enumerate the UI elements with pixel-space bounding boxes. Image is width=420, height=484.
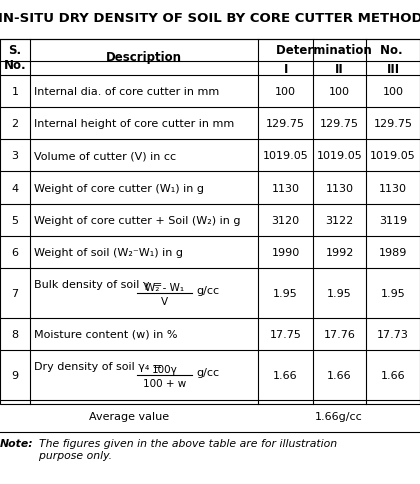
Text: 1130: 1130 bbox=[379, 183, 407, 193]
Text: 3119: 3119 bbox=[379, 215, 407, 225]
Bar bbox=[0, 40, 420, 404]
Text: The figures given in the above table are for illustration
  purpose only.: The figures given in the above table are… bbox=[32, 438, 336, 460]
Text: 100γ: 100γ bbox=[152, 364, 178, 375]
Text: 1019.05: 1019.05 bbox=[317, 151, 362, 161]
Text: 1130: 1130 bbox=[272, 183, 299, 193]
Text: 1989: 1989 bbox=[379, 247, 407, 257]
Text: W₂ - W₁: W₂ - W₁ bbox=[145, 283, 184, 293]
Text: Volume of cutter (V) in cc: Volume of cutter (V) in cc bbox=[34, 151, 176, 161]
Text: 1992: 1992 bbox=[326, 247, 354, 257]
Text: 1130: 1130 bbox=[326, 183, 354, 193]
Text: Weight of soil (W₂⁻W₁) in g: Weight of soil (W₂⁻W₁) in g bbox=[34, 247, 183, 257]
Text: g/cc: g/cc bbox=[196, 286, 219, 296]
Text: 1.66: 1.66 bbox=[327, 370, 352, 380]
Text: 17.75: 17.75 bbox=[270, 329, 302, 339]
Text: 100: 100 bbox=[275, 87, 296, 97]
Text: 3120: 3120 bbox=[272, 215, 299, 225]
Text: IN-SITU DRY DENSITY OF SOIL BY CORE CUTTER METHOD: IN-SITU DRY DENSITY OF SOIL BY CORE CUTT… bbox=[0, 12, 420, 25]
Text: 100: 100 bbox=[329, 87, 350, 97]
Text: 1.95: 1.95 bbox=[327, 288, 352, 298]
Text: 6: 6 bbox=[12, 247, 18, 257]
Text: 1019.05: 1019.05 bbox=[263, 151, 308, 161]
Text: Internal dia. of core cutter in mm: Internal dia. of core cutter in mm bbox=[34, 87, 219, 97]
Text: 17.73: 17.73 bbox=[377, 329, 409, 339]
Text: 100 + w: 100 + w bbox=[143, 378, 186, 388]
Text: 2: 2 bbox=[12, 119, 18, 129]
Text: Dry density of soil γ₄ =: Dry density of soil γ₄ = bbox=[34, 361, 162, 371]
Text: 1.95: 1.95 bbox=[381, 288, 405, 298]
Text: No.: No. bbox=[4, 59, 26, 72]
Text: Weight of core cutter + Soil (W₂) in g: Weight of core cutter + Soil (W₂) in g bbox=[34, 215, 240, 225]
Text: Bulk density of soil γ =: Bulk density of soil γ = bbox=[34, 279, 162, 289]
Text: 8: 8 bbox=[12, 329, 18, 339]
Text: Average value: Average value bbox=[89, 411, 169, 421]
Text: 5: 5 bbox=[12, 215, 18, 225]
Text: V: V bbox=[161, 296, 168, 306]
Text: 1.66g/cc: 1.66g/cc bbox=[315, 411, 363, 421]
Text: 1.66: 1.66 bbox=[381, 370, 405, 380]
Text: 1.66: 1.66 bbox=[273, 370, 298, 380]
Text: 129.75: 129.75 bbox=[320, 119, 359, 129]
Text: 1019.05: 1019.05 bbox=[370, 151, 416, 161]
Text: 129.75: 129.75 bbox=[374, 119, 412, 129]
Text: Weight of core cutter (W₁) in g: Weight of core cutter (W₁) in g bbox=[34, 183, 204, 193]
Text: 1: 1 bbox=[12, 87, 18, 97]
Text: I: I bbox=[284, 62, 288, 76]
Text: 4: 4 bbox=[12, 183, 18, 193]
Text: 9: 9 bbox=[12, 370, 18, 380]
Text: Moisture content (w) in %: Moisture content (w) in % bbox=[34, 329, 177, 339]
Text: 129.75: 129.75 bbox=[266, 119, 305, 129]
Text: Determination  No.: Determination No. bbox=[276, 45, 402, 57]
Text: 3: 3 bbox=[12, 151, 18, 161]
Text: 1990: 1990 bbox=[271, 247, 300, 257]
Text: 17.76: 17.76 bbox=[324, 329, 355, 339]
Text: 3122: 3122 bbox=[326, 215, 354, 225]
Text: Note:: Note: bbox=[0, 438, 34, 448]
Text: Internal height of core cutter in mm: Internal height of core cutter in mm bbox=[34, 119, 234, 129]
Text: g/cc: g/cc bbox=[196, 367, 219, 378]
Text: III: III bbox=[386, 62, 400, 76]
Text: 7: 7 bbox=[12, 288, 18, 298]
Text: 1.95: 1.95 bbox=[273, 288, 298, 298]
Text: II: II bbox=[335, 62, 344, 76]
Text: S.: S. bbox=[8, 44, 22, 57]
Text: 100: 100 bbox=[383, 87, 404, 97]
Text: Description: Description bbox=[106, 51, 182, 64]
